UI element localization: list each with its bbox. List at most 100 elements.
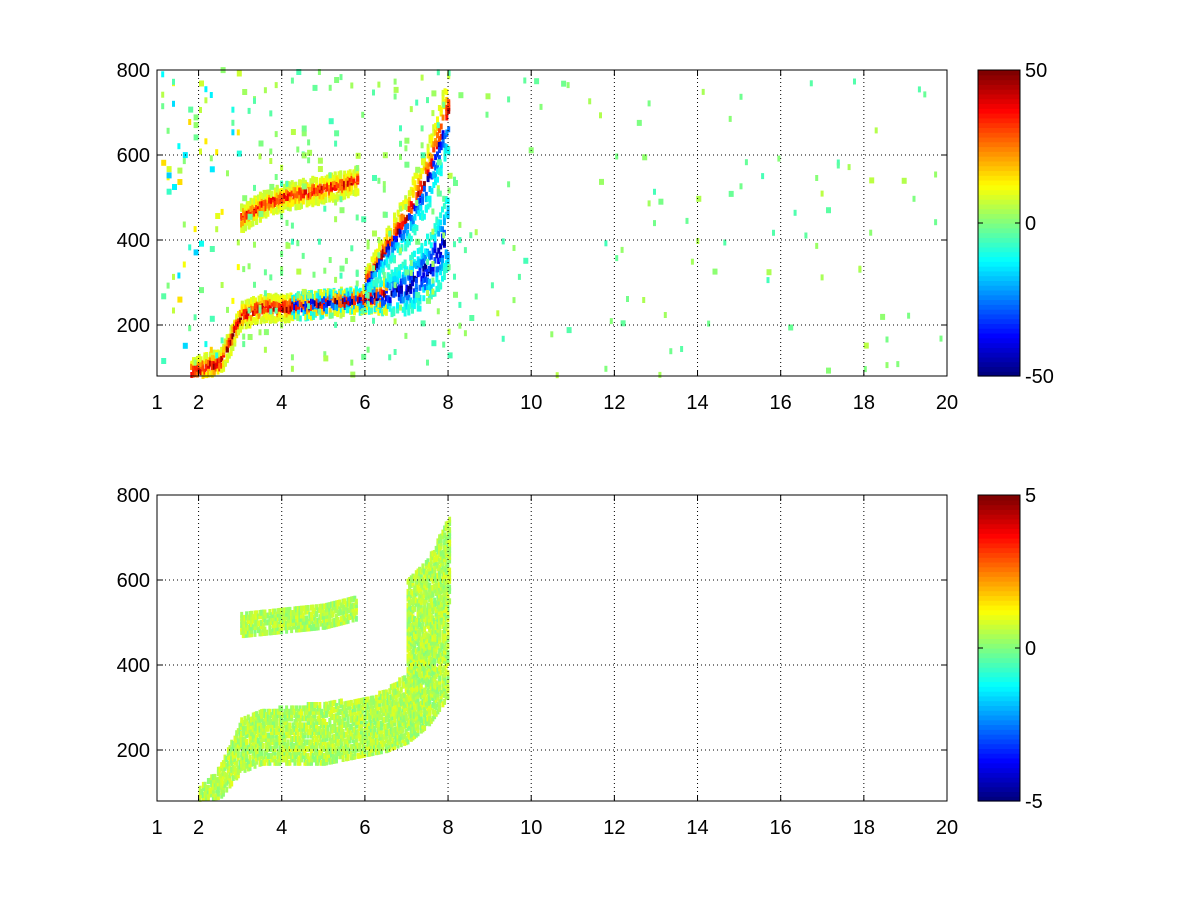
heatmap-cell (338, 729, 342, 736)
heatmap-cell (265, 746, 269, 753)
colorbar-segment (978, 270, 1020, 277)
heatmap-cell (442, 203, 446, 210)
heatmap-cell (389, 718, 393, 725)
heatmap-cell (441, 643, 445, 650)
heatmap-cell (300, 756, 303, 763)
heatmap-cell (436, 633, 440, 640)
heatmap-cell (426, 664, 430, 671)
heatmap-cell (419, 686, 423, 693)
heatmap-cell (438, 665, 442, 672)
heatmap-cell (439, 212, 443, 219)
heatmap-cell (328, 196, 332, 203)
heatmap-cell (223, 758, 227, 764)
heatmap-cell (338, 296, 342, 303)
heatmap-cell (213, 780, 217, 787)
heatmap-cell (245, 745, 249, 752)
heatmap-cell (368, 283, 372, 290)
heatmap-cell (419, 663, 423, 669)
heatmap-cell (328, 755, 332, 762)
heatmap-cell (240, 758, 244, 764)
heatmap-cell (253, 617, 257, 624)
heatmap-cell (339, 207, 345, 214)
heatmap-cell (278, 756, 282, 763)
heatmap-cell (443, 143, 447, 150)
heatmap-cell (335, 750, 338, 757)
heatmap-cell (270, 619, 274, 625)
heatmap-cell (406, 680, 410, 687)
heatmap-cell (263, 729, 267, 736)
heatmap-cell (400, 221, 404, 228)
heatmap-cell (226, 170, 229, 177)
heatmap-cell (161, 71, 165, 78)
heatmap-cell (265, 300, 269, 307)
heatmap-cell (378, 741, 382, 748)
heatmap-cell (431, 671, 435, 678)
heatmap-cell (815, 175, 819, 181)
heatmap-cell (336, 733, 340, 740)
heatmap-cell (396, 732, 400, 739)
heatmap-cell (391, 707, 395, 714)
heatmap-cell (249, 201, 253, 208)
heatmap-cell (322, 178, 326, 184)
heatmap-cell (246, 728, 250, 735)
heatmap-cell (197, 363, 201, 370)
heatmap-cell (404, 688, 408, 695)
heatmap-cell (334, 309, 338, 316)
heatmap-cell (243, 215, 247, 222)
heatmap-cell (412, 292, 416, 299)
heatmap-cell (316, 759, 320, 766)
heatmap-cell (386, 716, 390, 723)
heatmap-cell (393, 686, 397, 693)
heatmap-cell (318, 749, 322, 756)
heatmap-cell (442, 214, 446, 221)
heatmap-cell (396, 209, 400, 216)
heatmap-cell (248, 761, 252, 768)
heatmap-cell (428, 682, 432, 689)
heatmap-cell (368, 275, 372, 282)
heatmap-cell (424, 709, 428, 716)
heatmap-cell (323, 712, 327, 719)
heatmap-cell (256, 737, 260, 744)
heatmap-cell (444, 249, 448, 256)
heatmap-cell (416, 692, 420, 699)
heatmap-cell (291, 315, 295, 322)
colorbar-segment (978, 179, 1020, 186)
heatmap-cell (370, 273, 374, 279)
heatmap-cell (331, 737, 335, 744)
heatmap-cell (338, 719, 342, 726)
heatmap-cell (243, 204, 247, 211)
heatmap-cell (296, 736, 300, 742)
heatmap-cell (276, 756, 280, 763)
heatmap-cell (439, 669, 443, 676)
heatmap-cell (431, 228, 435, 235)
heatmap-cell (426, 667, 430, 674)
heatmap-cell (428, 703, 432, 710)
heatmap-cell (281, 753, 285, 759)
heatmap-cell (303, 708, 307, 715)
heatmap-cell (433, 675, 437, 682)
heatmap-cell (411, 669, 415, 676)
heatmap-cell (261, 729, 265, 736)
heatmap-cell (271, 708, 275, 715)
heatmap-cell (335, 706, 338, 713)
heatmap-cell (396, 306, 400, 313)
heatmap-cell (316, 749, 320, 756)
heatmap-cell (278, 307, 282, 314)
heatmap-cell (243, 729, 247, 736)
heatmap-cell (290, 184, 294, 191)
heatmap-cell (256, 713, 260, 720)
heatmap-cell (236, 738, 240, 745)
heatmap-cell (378, 721, 382, 728)
heatmap-cell (293, 746, 297, 753)
heatmap-cell (258, 713, 262, 720)
heatmap-cell (393, 726, 397, 733)
heatmap-cell (237, 311, 240, 317)
heatmap-cell (280, 164, 284, 171)
heatmap-cell (352, 189, 356, 196)
heatmap-cell (290, 222, 294, 229)
heatmap-cell (394, 226, 398, 233)
heatmap-cell (441, 226, 444, 233)
heatmap-cell (347, 299, 351, 306)
heatmap-cell (300, 194, 303, 201)
